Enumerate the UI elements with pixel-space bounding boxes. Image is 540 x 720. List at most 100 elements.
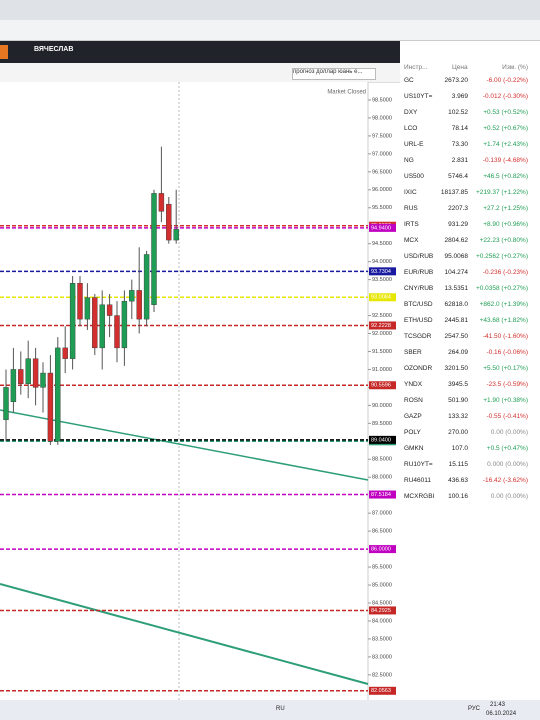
level-label: 87.5184 [371, 492, 391, 498]
change: -0.16 (-0.06%) [486, 349, 528, 356]
watchlist-row[interactable]: YNDX 3945.5 -23.5 (-0.59%) [400, 377, 540, 393]
market-status: Market Closed [327, 90, 366, 96]
symbol: USD/RUB [404, 253, 434, 260]
level-label: 89.0400 [371, 437, 391, 443]
change: +8.90 (+0.96%) [483, 221, 528, 228]
candle-body [166, 203, 172, 241]
clock-date[interactable]: 06.10.2024 [486, 711, 517, 717]
watchlist-row[interactable]: USD/RUB 95.0068 +0.2562 (+0.27%) [400, 249, 540, 265]
watchlist-row[interactable]: LCO 78.14 +0.52 (+0.67%) [400, 121, 540, 137]
trend-line [0, 409, 369, 481]
watchlist-row[interactable]: OZONDR 3201.50 +5.50 (+0.17%) [400, 361, 540, 377]
watchlist-row[interactable]: US10YT= 3.969 -0.012 (-0.30%) [400, 89, 540, 105]
watchlist-row[interactable]: GAZP 133.32 -0.55 (-0.41%) [400, 409, 540, 425]
user-name[interactable]: ВЯЧЕСЛАВ [34, 46, 74, 53]
symbol: YNDX [404, 381, 423, 388]
watchlist-row[interactable]: IRTS 931.29 +8.90 (+0.96%) [400, 217, 540, 233]
watchlist-row[interactable]: RUS 2207.3 +27.2 (+1.25%) [400, 201, 540, 217]
y-tick-label: 93.5000 [372, 277, 392, 283]
price: 3945.5 [448, 381, 468, 388]
symbol: RUS [404, 205, 418, 212]
price: 107.0 [451, 445, 468, 452]
watchlist-row[interactable]: POLY 270.00 0.00 (0.00%) [400, 425, 540, 441]
symbol: TCSGDR [404, 333, 432, 340]
y-tick-label: 82.5000 [372, 672, 392, 678]
taskbar: RU РУС 21:43 06.10.2024 [0, 700, 540, 720]
watchlist-row[interactable]: DXY 102.52 +0.53 (+0.52%) [400, 105, 540, 121]
change: 0.00 (0.00%) [490, 493, 528, 500]
browser-tabs [0, 0, 540, 20]
change: +43.68 (+1.82%) [479, 317, 528, 324]
y-tick-label: 98.0000 [372, 115, 392, 121]
candle-body [143, 254, 150, 320]
level-label: 86.0000 [371, 547, 391, 553]
candle-body [151, 193, 157, 305]
change: +22.23 (+0.80%) [479, 237, 528, 244]
symbol: URL-E [404, 141, 424, 148]
menu-button[interactable] [0, 45, 8, 59]
watchlist-row[interactable]: IXIC 18137.85 +219.37 (+1.22%) [400, 185, 540, 201]
watchlist-row[interactable]: MCXRGBI 100.16 0.00 (0.00%) [400, 489, 540, 505]
level-label: 93.0084 [371, 295, 391, 301]
change: +0.5 (+0.47%) [486, 445, 528, 452]
candle-body [158, 193, 165, 212]
change: -6.00 (-0.22%) [486, 77, 528, 84]
drawing-select[interactable]: прогноз доллар юань е... [292, 68, 376, 80]
change: +1.74 (+2.43%) [483, 141, 528, 148]
price: 73.30 [451, 141, 468, 148]
y-tick-label: 83.0000 [372, 654, 392, 660]
symbol: MCXRGBI [404, 493, 435, 500]
y-tick-label: 90.0000 [372, 403, 392, 409]
watchlist-row[interactable]: RU10YT= 15.115 0.000 (0.00%) [400, 457, 540, 473]
watchlist-row[interactable]: CNY/RUB 13.5351 +0.0358 (+0.27%) [400, 281, 540, 297]
y-tick-label: 83.5000 [372, 636, 392, 642]
change: -0.55 (-0.41%) [486, 413, 528, 420]
y-tick-label: 88.5000 [372, 457, 392, 463]
watchlist-row[interactable]: ETH/USD 2445.81 +43.68 (+1.82%) [400, 313, 540, 329]
symbol: US10YT= [404, 93, 433, 100]
change: +5.50 (+0.17%) [483, 365, 528, 372]
symbol: ETH/USD [404, 317, 433, 324]
y-tick-label: 87.0000 [372, 511, 392, 517]
candle-body [121, 300, 128, 349]
change: -23.5 (-0.59%) [486, 381, 528, 388]
price: 436.63 [448, 477, 468, 484]
watchlist-row[interactable]: ROSN 501.90 +1.90 (+0.38%) [400, 393, 540, 409]
watchlist-row[interactable]: NG 2.831 -0.139 (-4.68%) [400, 153, 540, 169]
symbol: OZONDR [404, 365, 433, 372]
watchlist-row[interactable]: GC 2673.20 -6.00 (-0.22%) [400, 73, 540, 89]
y-tick-label: 97.0000 [372, 151, 392, 157]
change: +0.2562 (+0.27%) [475, 253, 528, 260]
y-tick-label: 96.5000 [372, 169, 392, 175]
symbol: CNY/RUB [404, 285, 434, 292]
clock-time[interactable]: 21:43 [490, 702, 506, 708]
price: 13.5351 [444, 285, 469, 292]
watchlist-row[interactable]: URL-E 73.30 +1.74 (+2.43%) [400, 137, 540, 153]
price: 3.969 [451, 93, 468, 100]
change: +0.0358 (+0.27%) [475, 285, 528, 292]
candle-body [40, 372, 46, 388]
watchlist-row[interactable]: SBER 264.09 -0.16 (-0.06%) [400, 345, 540, 361]
keyboard[interactable]: РУС [468, 706, 481, 712]
price: 931.29 [448, 221, 468, 228]
change: +219.37 (+1.22%) [475, 189, 528, 196]
watchlist-row[interactable]: RU46011 436.63 -16.42 (-3.62%) [400, 473, 540, 489]
y-tick-label: 91.5000 [372, 349, 392, 355]
price: 2.831 [451, 157, 468, 164]
watchlist-row[interactable]: BTC/USD 62818.0 +862.0 (+1.39%) [400, 297, 540, 313]
watchlist-row[interactable]: MCX 2804.62 +22.23 (+0.80%) [400, 233, 540, 249]
price: 18137.85 [440, 189, 468, 196]
watchlist-row[interactable]: US500 5746.4 +46.5 (+0.82%) [400, 169, 540, 185]
symbol: GC [404, 77, 414, 84]
level-tag [369, 435, 396, 444]
level-label: 94.9400 [371, 225, 391, 231]
watchlist-row[interactable]: EUR/RUB 104.274 -0.236 (-0.23%) [400, 265, 540, 281]
price: 5746.4 [448, 173, 468, 180]
watchlist-row[interactable]: GMKN 107.0 +0.5 (+0.47%) [400, 441, 540, 457]
watchlist-row[interactable]: TCSGDR 2547.50 -41.50 (-1.60%) [400, 329, 540, 345]
price: 2673.20 [444, 77, 469, 84]
change: +0.53 (+0.52%) [483, 109, 528, 116]
lang[interactable]: RU [276, 706, 285, 712]
candle-body [55, 347, 61, 442]
change: +862.0 (+1.39%) [479, 301, 528, 308]
